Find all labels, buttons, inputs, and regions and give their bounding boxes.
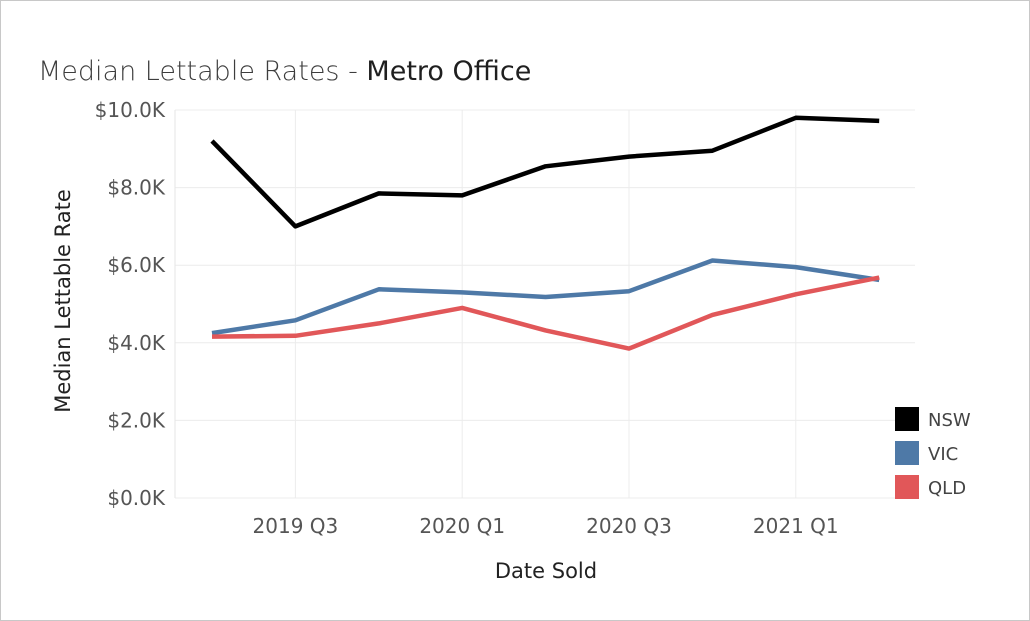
y-tick-label: $0.0K [107, 486, 166, 510]
legend-label-nsw: NSW [928, 410, 971, 431]
series-line-qld [211, 275, 880, 351]
series-line-vic [211, 258, 880, 336]
x-tick-label: 2020 Q1 [419, 514, 505, 538]
legend: NSW VIC QLD [895, 407, 971, 499]
series-lines [210, 115, 880, 351]
series-line-nsw [210, 115, 880, 229]
chart-title-main: Median Lettable Rates - [38, 56, 367, 87]
y-tick-label: $2.0K [107, 408, 166, 432]
x-tick-label: 2020 Q3 [586, 514, 672, 538]
y-tick-label: $10.0K [95, 98, 166, 122]
chart-title: Median Lettable Rates - Metro Office [38, 56, 531, 87]
legend-label-vic: VIC [928, 444, 958, 465]
legend-swatch-vic [895, 441, 919, 465]
y-tick-label: $6.0K [107, 253, 166, 277]
grid-lines [174, 109, 915, 499]
y-axis-tick-labels: $0.0K $2.0K $4.0K $6.0K $8.0K $10.0K [95, 98, 166, 510]
x-tick-label: 2019 Q3 [253, 514, 339, 538]
legend-label-qld: QLD [928, 478, 966, 499]
x-axis-tick-labels: 2019 Q3 2020 Q1 2020 Q3 2021 Q1 [253, 514, 839, 538]
legend-swatch-nsw [895, 407, 919, 431]
x-axis-title: Date Sold [495, 559, 597, 583]
x-tick-label: 2021 Q1 [753, 514, 839, 538]
y-axis-title: Median Lettable Rate [51, 189, 75, 413]
chart-title-sub: Metro Office [366, 56, 532, 87]
legend-swatch-qld [895, 475, 919, 499]
y-tick-label: $8.0K [107, 176, 166, 200]
y-tick-label: $4.0K [107, 331, 166, 355]
